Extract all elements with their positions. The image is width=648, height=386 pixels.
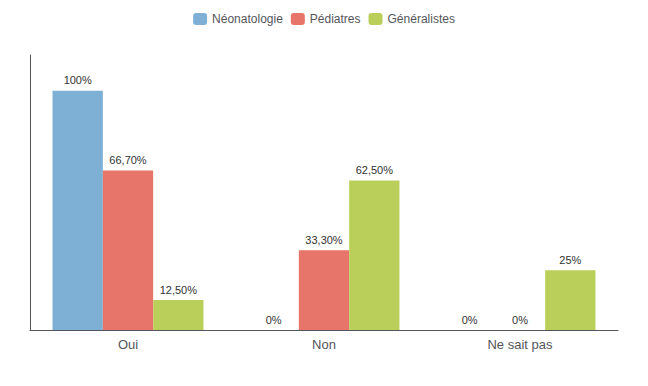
svg-text:0%: 0% bbox=[512, 314, 528, 326]
svg-text:Généralistes: Généralistes bbox=[388, 12, 455, 26]
svg-text:Néonatologie: Néonatologie bbox=[212, 12, 283, 26]
svg-text:66,70%: 66,70% bbox=[109, 154, 147, 166]
svg-text:0%: 0% bbox=[266, 314, 282, 326]
svg-text:25%: 25% bbox=[559, 254, 581, 266]
svg-text:0%: 0% bbox=[462, 314, 478, 326]
svg-text:Non: Non bbox=[312, 337, 336, 352]
svg-text:12,50%: 12,50% bbox=[160, 284, 198, 296]
svg-text:33,30%: 33,30% bbox=[305, 234, 343, 246]
svg-text:Oui: Oui bbox=[118, 337, 138, 352]
svg-text:100%: 100% bbox=[64, 74, 92, 86]
svg-text:62,50%: 62,50% bbox=[356, 164, 394, 176]
svg-text:Pédiatres: Pédiatres bbox=[310, 12, 361, 26]
svg-text:Ne sait pas: Ne sait pas bbox=[487, 337, 553, 352]
